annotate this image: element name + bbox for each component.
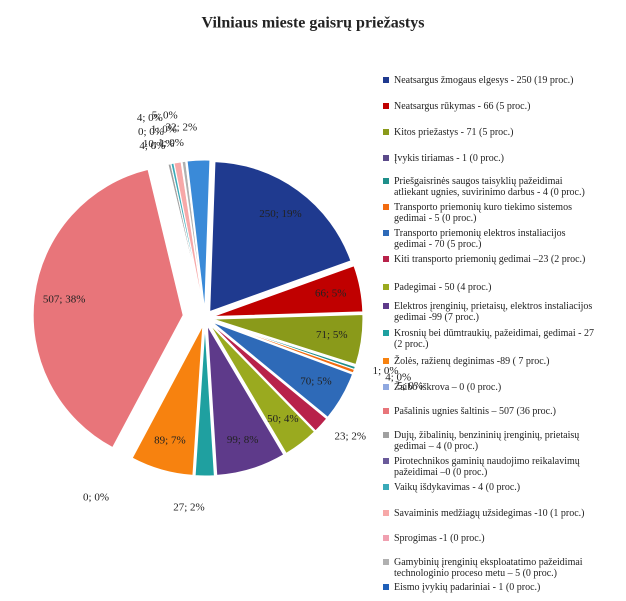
data-label: 4; 0% (137, 112, 163, 124)
legend-label: Eismo įvykių padariniai - 1 (0 proc.) (394, 582, 541, 593)
legend-marker (383, 230, 389, 236)
legend-label: Vaikų išdykavimas - 4 (0 proc.) (394, 482, 521, 493)
pie-slice (212, 320, 356, 374)
pie-slice (209, 324, 316, 455)
data-label: 50; 4% (267, 413, 298, 425)
data-label: 4; 0% (385, 372, 411, 384)
pie-slice (186, 159, 211, 311)
legend-marker (383, 204, 389, 210)
legend-label: Įvykis tiriamas - 1 (0 proc.) (394, 153, 504, 164)
pie-slice (212, 265, 364, 318)
data-label: 10; 1% (143, 138, 174, 150)
legend-label: Savaiminis medžiagų užsidegimas -10 (1 p… (394, 508, 585, 519)
legend-label: Elektros įrenginių, prietaisų, elektros … (394, 301, 593, 323)
data-label: 66; 5% (315, 288, 346, 300)
legend-marker (383, 510, 389, 516)
data-label: 99; 8% (227, 434, 258, 446)
data-label: 71; 5% (316, 329, 347, 341)
legend-marker (383, 384, 389, 390)
legend-label: Transporto priemonių kuro tiekimo sistem… (394, 202, 572, 224)
legend-label: Priešgaisrinės saugos taisyklių pažeidim… (394, 176, 585, 198)
legend-label: Pirotechnikos gaminių naudojimo reikalav… (394, 456, 580, 478)
data-label: 507; 38% (43, 294, 85, 306)
data-label: 5; 0% (152, 109, 178, 121)
legend-label: Sprogimas -1 (0 proc.) (394, 533, 485, 544)
legend-label: Pašalinis ugnies šaltinis – 507 (36 proc… (394, 406, 556, 417)
legend-marker (383, 432, 389, 438)
legend-marker (383, 77, 389, 83)
data-label: 1; 0% (151, 124, 177, 136)
chart-title: Vilniaus mieste gaisrų priežastys (202, 15, 425, 32)
pie-slice (212, 314, 364, 366)
legend-label: Krosnių bei dūmtraukių, pažeidimai, gedi… (394, 328, 594, 350)
legend-label: Žolės, ražienų deginimas -89 ( 7 proc.) (394, 356, 550, 367)
pie-slice (206, 325, 285, 476)
legend-marker (383, 584, 389, 590)
data-label: 70; 5% (300, 375, 331, 387)
pie-slice (209, 161, 352, 313)
data-label: 1; 0% (158, 137, 184, 149)
data-label: 5; 0% (397, 380, 423, 392)
data-label: 89; 7% (154, 435, 185, 447)
legend-marker (383, 408, 389, 414)
legend-label: Neatsargus rūkymas - 66 (5 proc.) (394, 101, 531, 112)
data-label: 23; 2% (335, 431, 366, 443)
legend-label: Žaibo iškrova – 0 (0 proc.) (394, 382, 502, 393)
legend-label: Transporto priemonių elektros instaliaci… (394, 228, 566, 250)
legend-label: Kiti transporto priemonių gedimai –23 (2… (394, 254, 586, 265)
legend-label: Dujų, žibalinių, benzininių įrenginių, p… (394, 430, 580, 452)
data-label: 250; 19% (259, 208, 301, 220)
pie-slice (185, 160, 205, 311)
legend-marker (383, 330, 389, 336)
legend-marker (383, 256, 389, 262)
data-label: 0; 0% (83, 492, 109, 504)
data-label: 4; 0% (139, 140, 165, 152)
legend-marker (383, 155, 389, 161)
pie-slice (32, 168, 184, 449)
legend-marker (383, 178, 389, 184)
pie-slice (210, 323, 328, 432)
legend-marker (383, 284, 389, 290)
data-label: 0; 0% (138, 126, 164, 138)
pie-slice (130, 324, 202, 458)
legend-marker (383, 458, 389, 464)
legend-label: Padegimai - 50 (4 proc.) (394, 282, 492, 293)
legend-marker (383, 129, 389, 135)
pie-slice (131, 325, 204, 476)
legend-label: Kitos priežastys - 71 (5 proc.) (394, 127, 514, 138)
pie-slice (211, 321, 354, 419)
legend-marker (383, 103, 389, 109)
legend-label: Neatsargus žmogaus elgesys - 250 (19 pro… (394, 75, 574, 86)
data-label: 27; 2% (173, 502, 204, 514)
legend-marker (383, 559, 389, 565)
legend-marker (383, 303, 389, 309)
legend-label: Gamybinių įrenginių eksploatatimo pažeid… (394, 557, 583, 579)
data-label: 32; 2% (166, 122, 197, 134)
data-label: 1; 0% (373, 365, 399, 377)
legend-marker (383, 484, 389, 490)
pie-slice (194, 325, 215, 477)
legend-marker (383, 535, 389, 541)
legend-marker (383, 358, 389, 364)
